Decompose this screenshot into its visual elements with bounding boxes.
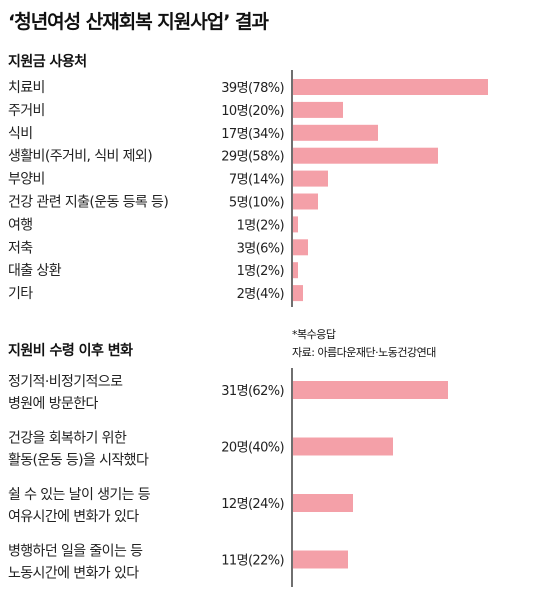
value-label: 1명(2%): [237, 264, 284, 279]
bar: [293, 239, 308, 256]
bar: [293, 124, 378, 141]
bar: [293, 381, 448, 399]
category-label: 생활비(주거비, 식비 제외): [8, 149, 152, 165]
value-label: 1명(2%): [237, 218, 284, 233]
category-label: 쉴 수 있는 날이 생기는 등: [8, 487, 151, 503]
bar: [293, 193, 318, 210]
bar: [293, 437, 393, 456]
category-label: 식비: [8, 126, 33, 142]
value-label: 39명(78%): [221, 81, 284, 96]
category-label: 병행하던 일을 줄이는 등: [8, 544, 143, 560]
category-label: 부양비: [8, 172, 45, 188]
value-label: 3명(6%): [237, 241, 284, 256]
category-label: 저축: [8, 240, 33, 256]
bar: [293, 79, 488, 95]
section-heading-usage: 지원금 사용처: [8, 54, 87, 70]
category-label: 치료비: [8, 80, 45, 96]
category-label: 주거비: [8, 103, 45, 119]
value-label: 11명(22%): [221, 554, 284, 569]
category-label: 건강 관련 지출(운동 등록 등): [8, 195, 168, 211]
value-label: 31명(62%): [221, 384, 284, 399]
bar: [293, 170, 328, 187]
section-heading-changes: 지원비 수령 이후 변화: [8, 343, 133, 359]
category-label: 여행: [8, 217, 33, 233]
value-label: 17명(34%): [221, 127, 284, 142]
page-title: ‘청년여성 산재회복 지원사업’ 결과: [8, 11, 269, 33]
bar: [293, 262, 298, 279]
category-label: 정기적·비정기적으로: [8, 374, 123, 390]
bar: [293, 494, 353, 512]
note-source: 자료: 아름다운재단·노동건강연대: [292, 346, 436, 359]
value-label: 20명(40%): [221, 441, 284, 456]
value-label: 29명(58%): [221, 150, 284, 165]
category-label: 건강을 회복하기 위한: [8, 431, 127, 447]
category-label: 대출 상환: [8, 263, 62, 279]
bar: [293, 550, 348, 569]
category-label: 노동시간에 변화가 있다: [8, 566, 139, 582]
category-label: 여유시간에 변화가 있다: [8, 509, 139, 525]
value-label: 12명(24%): [221, 497, 284, 512]
note-multiple-responses: *복수응답: [292, 328, 336, 341]
value-label: 7명(14%): [229, 173, 284, 188]
bar: [293, 101, 343, 118]
bar: [293, 216, 298, 233]
category-label: 기타: [8, 286, 33, 302]
value-label: 2명(4%): [237, 287, 284, 302]
value-label: 10명(20%): [221, 104, 284, 119]
category-label: 활동(운동 등)을 시작했다: [8, 453, 149, 469]
bar: [293, 147, 438, 164]
value-label: 5명(10%): [229, 196, 284, 211]
bar: [293, 285, 303, 302]
category-label: 병원에 방문한다: [8, 396, 99, 412]
